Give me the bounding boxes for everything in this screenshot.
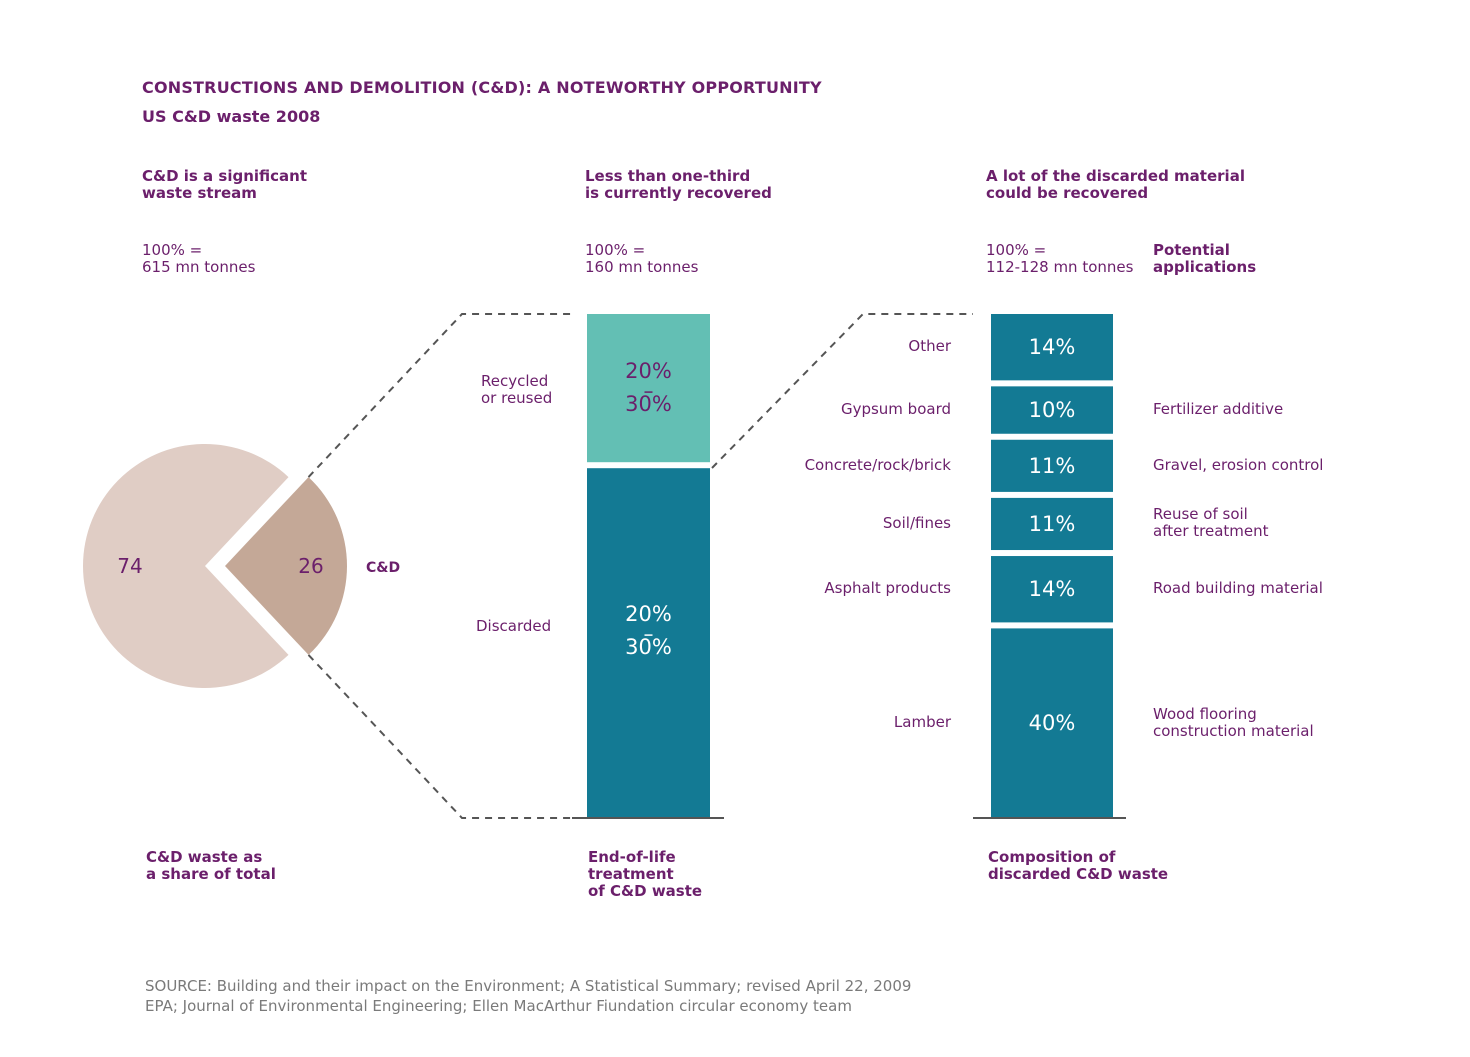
category-label-lamber: Lamber bbox=[893, 713, 951, 732]
column-1-total: 100% = 615 mn tonnes bbox=[142, 241, 256, 276]
composition-value-gypsum-board: 10% bbox=[1029, 398, 1076, 422]
discarded-range-high: 30% bbox=[625, 635, 672, 659]
pie-slice-other bbox=[82, 443, 289, 688]
source-line-2: EPA; Journal of Environmental Engineerin… bbox=[145, 997, 852, 1015]
bar-segment-recycled bbox=[587, 314, 710, 463]
recycled-label: Recycled or reused bbox=[481, 372, 553, 407]
composition-segment-lamber bbox=[991, 628, 1113, 818]
pie-chart: 74 26 C&D bbox=[82, 443, 400, 688]
composition-bar: 14% 10% 11% 11% 14% 40% bbox=[973, 314, 1126, 819]
chart-subtitle: US C&D waste 2008 bbox=[142, 107, 321, 126]
application-label-gypsum-board: Fertilizer additive bbox=[1153, 400, 1284, 419]
category-label-other: Other bbox=[908, 337, 951, 356]
composition-value-asphalt-products: 14% bbox=[1029, 577, 1076, 601]
category-label-concrete-rock-brick: Concrete/rock/brick bbox=[804, 455, 951, 474]
category-label-gypsum-board: Gypsum board bbox=[840, 400, 951, 419]
connector-pie-bottom bbox=[307, 654, 572, 819]
discarded-label: Discarded bbox=[476, 617, 552, 635]
connector-lines bbox=[307, 313, 973, 819]
composition-segment-soil-fines bbox=[991, 497, 1113, 551]
composition-value-concrete-rock-brick: 11% bbox=[1029, 454, 1076, 478]
column-2-total: 100% = 160 mn tonnes bbox=[585, 241, 699, 276]
composition-segment-other bbox=[991, 314, 1113, 381]
application-label-asphalt-products: Road building material bbox=[1153, 579, 1323, 598]
pie-value-other: 74 bbox=[117, 554, 142, 578]
category-label-asphalt-products: Asphalt products bbox=[824, 579, 951, 598]
recycled-range-low: 20% bbox=[625, 359, 672, 383]
column-1-heading: C&D is a significant waste stream bbox=[142, 167, 308, 202]
column-3-footer: Composition of discarded C&D waste bbox=[988, 848, 1169, 883]
composition-segment-concrete-rock-brick bbox=[991, 439, 1113, 492]
discarded-range-low: 20% bbox=[625, 602, 672, 626]
composition-value-other: 14% bbox=[1029, 335, 1076, 359]
connector-bar-top bbox=[711, 313, 973, 469]
application-label-lamber: Wood flooring construction material bbox=[1153, 704, 1314, 740]
composition-value-lamber: 40% bbox=[1029, 711, 1076, 735]
pie-slice-cd bbox=[225, 477, 347, 655]
composition-segment-asphalt-products bbox=[991, 556, 1113, 623]
connector-pie-top bbox=[307, 313, 572, 478]
bar-segment-discarded bbox=[587, 468, 710, 818]
composition-segment-gypsum-board bbox=[991, 386, 1113, 434]
column-3-total: 100% = 112-128 mn tonnes bbox=[986, 241, 1134, 276]
pie-label-cd: C&D bbox=[366, 560, 400, 576]
composition-value-soil-fines: 11% bbox=[1029, 512, 1076, 536]
application-label-soil-fines: Reuse of soil after treatment bbox=[1153, 505, 1269, 541]
column-1-footer: C&D waste as a share of total bbox=[146, 848, 276, 883]
column-2-footer: End-of-life treatment of C&D waste bbox=[588, 848, 703, 900]
source-line-1: SOURCE: Building and their impact on the… bbox=[145, 977, 912, 995]
column-3-heading: A lot of the discarded material could be… bbox=[986, 167, 1245, 202]
potential-applications-header: Potential applications bbox=[1153, 241, 1257, 276]
treatment-bar: 20% 30% 20% 30% bbox=[572, 314, 724, 819]
category-label-soil-fines: Soil/fines bbox=[882, 513, 951, 532]
application-label-concrete-rock-brick: Gravel, erosion control bbox=[1153, 455, 1324, 474]
recycled-range-high: 30% bbox=[625, 392, 672, 416]
chart-title: CONSTRUCTIONS AND DEMOLITION (C&D): A NO… bbox=[142, 78, 822, 97]
pie-value-cd: 26 bbox=[298, 554, 323, 578]
column-2-heading: Less than one-third is currently recover… bbox=[585, 167, 772, 202]
